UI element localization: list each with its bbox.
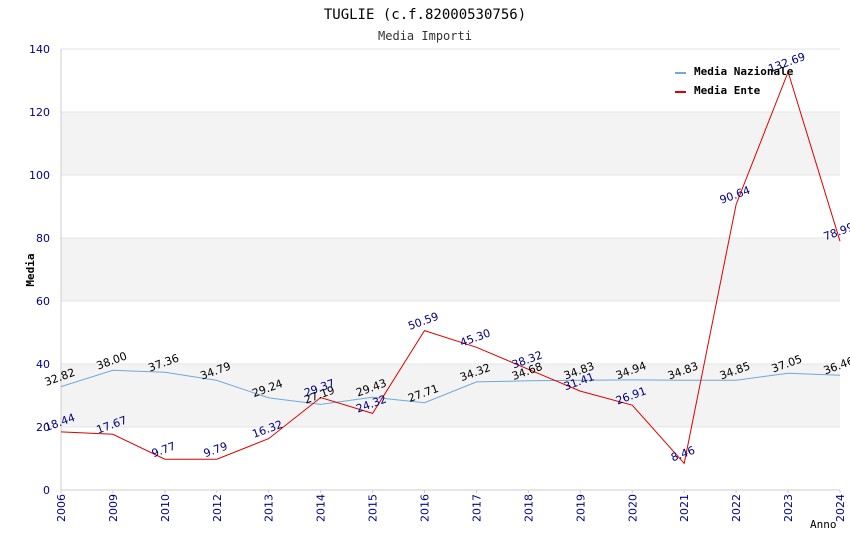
data-label: 8.46 [669,444,696,465]
series-line-media-nazionale [60,369,841,405]
y-tick-label: 40 [36,358,50,371]
axes [60,49,840,491]
grid-band [61,364,840,427]
y-tick-label: 140 [29,43,50,56]
y-axis-label: Media [24,253,37,286]
data-label: 45.30 [458,327,492,350]
series-lines [60,70,841,465]
x-axis-ticks: 2006 2009 2010 2012 2013 2014 2015 2016 2017 2018… [55,490,847,522]
x-tick-label: 2014 [315,494,328,522]
x-tick-label: 2024 [834,494,847,522]
x-tick-label: 2021 [678,494,691,522]
series-line-media-ente [60,70,841,465]
chart-subtitle: Media Importi [378,29,472,43]
x-tick-label: 2023 [782,494,795,522]
y-tick-label: 0 [43,484,50,497]
x-tick-label: 2013 [263,494,276,522]
x-tick-label: 2015 [367,494,380,522]
y-tick-label: 120 [29,106,50,119]
data-label: 90.64 [718,184,752,207]
data-label: 9.77 [150,440,177,461]
x-tick-label: 2022 [730,494,743,522]
x-tick-label: 2020 [626,494,639,522]
grid-bands [61,112,840,427]
x-tick-label: 2009 [107,494,120,522]
data-label: 9.79 [202,440,229,461]
chart-title: TUGLIE (c.f.82000530756) [324,7,526,23]
x-axis-label: Anno [810,518,837,531]
y-tick-label: 80 [36,232,50,245]
y-tick-label: 100 [29,169,50,182]
x-tick-label: 2012 [211,494,224,522]
x-tick-label: 2010 [159,494,172,522]
x-tick-label: 2006 [55,494,68,522]
x-tick-label: 2016 [419,494,432,522]
legend-label-media-ente: Media Ente [694,84,761,97]
y-tick-label: 20 [36,421,50,434]
legend-label-media-nazionale: Media Nazionale [694,65,794,78]
legend: Media Nazionale Media Ente [675,65,794,97]
data-label: 18.44 [43,411,77,434]
y-axis-ticks: 0 20 40 60 80 100 120 140 [29,43,50,497]
x-tick-label: 2018 [522,494,535,522]
x-tick-label: 2019 [574,494,587,522]
grid-band [61,112,840,175]
grid-band [61,238,840,301]
data-label: 50.59 [406,310,440,333]
y-tick-label: 60 [36,295,50,308]
x-tick-label: 2017 [470,494,483,522]
